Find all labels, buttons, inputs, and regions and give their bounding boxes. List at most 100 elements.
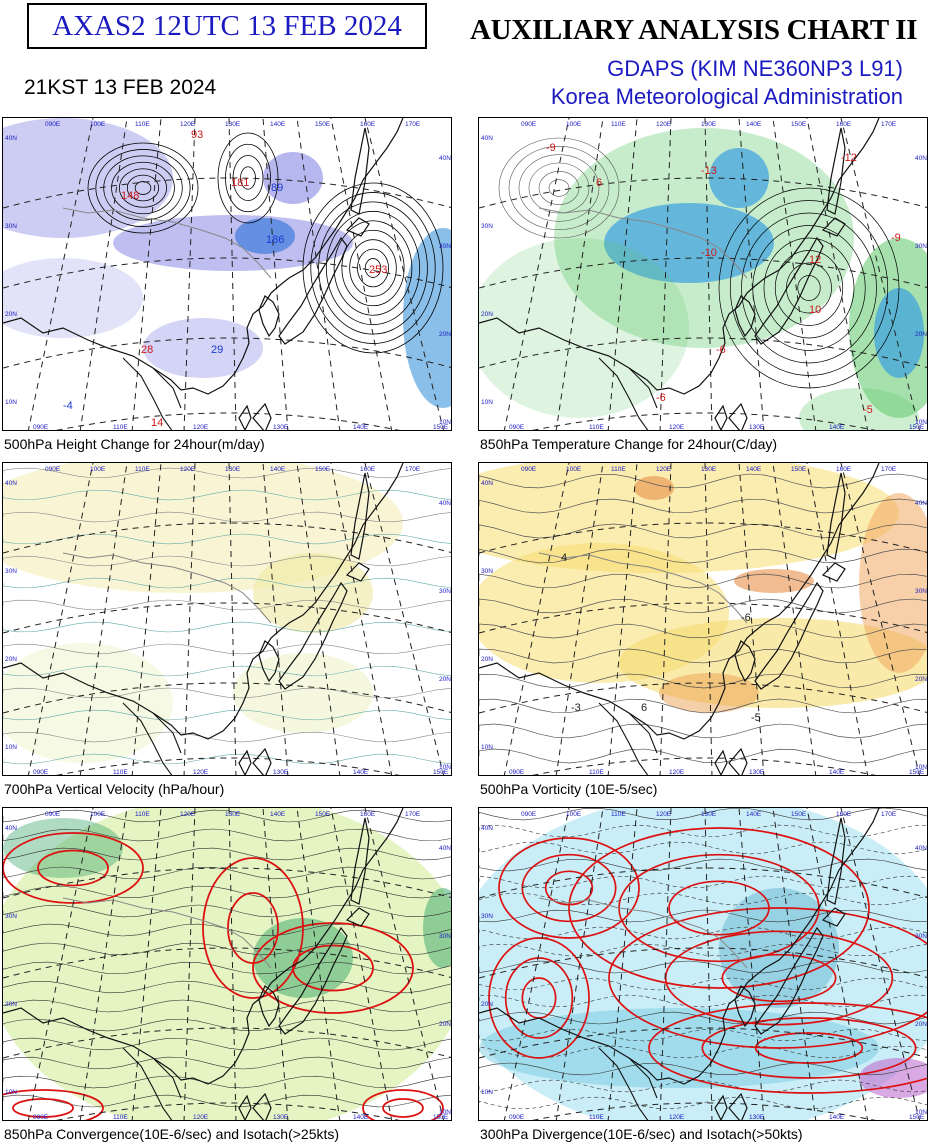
grid-label-top: 100E: [566, 466, 582, 473]
chart-code-title: AXAS2 12UTC 13 FEB 2024: [52, 9, 402, 42]
grid-label-left: 30N: [481, 568, 493, 575]
grid-label-bottom: 090E: [509, 424, 525, 431]
contour-value-label: -10: [701, 247, 717, 259]
grid-label-top: 090E: [45, 121, 61, 128]
map-panel-850hpa-temperature-change: 090E 100E 110E 120E 130E 140E 150E 160E 170E 090E…: [478, 117, 928, 431]
contour-value-label: 14: [151, 417, 163, 429]
grid-label-left: 10N: [5, 744, 17, 751]
grid-label-top: 140E: [270, 811, 286, 818]
map-panel-700hpa-vertical-velocity: 090E 100E 110E 120E 130E 140E 150E 160E 170E 090E…: [2, 462, 452, 776]
grid-label-right: 20N: [915, 676, 927, 683]
grid-label-right: 20N: [439, 676, 451, 683]
chart-title: AUXILIARY ANALYSIS CHART II: [470, 14, 918, 46]
grid-label-bottom: 090E: [33, 424, 49, 431]
grid-label-bottom: 130E: [273, 769, 289, 776]
grid-label-bottom: 090E: [509, 1114, 525, 1121]
grid-label-top: 140E: [270, 466, 286, 473]
grid-label-top: 100E: [90, 811, 106, 818]
grid-label-left: 20N: [481, 656, 493, 663]
grid-label-right: 40N: [915, 155, 927, 162]
grid-label-top: 170E: [881, 121, 897, 128]
grid-label-bottom: 140E: [829, 1114, 845, 1121]
grid-label-bottom: 140E: [829, 769, 845, 776]
contour-value-label: 6: [596, 177, 602, 189]
grid-label-top: 120E: [656, 811, 672, 818]
grid-label-bottom: 140E: [353, 1114, 369, 1121]
grid-label-right: 40N: [915, 500, 927, 507]
panel-caption-temperature-change: 850hPa Temperature Change for 24hour(C/d…: [480, 436, 778, 452]
grid-label-bottom: 110E: [589, 424, 604, 431]
grid-label-top: 110E: [611, 121, 626, 128]
grid-label-bottom: 130E: [273, 1114, 289, 1121]
grid-label-bottom: 150E: [433, 424, 449, 431]
contour-value-label: 93: [191, 129, 203, 141]
panel-caption-vorticity: 500hPa Vorticity (10E-5/sec): [480, 781, 658, 797]
grid-label-right: 10N: [915, 419, 927, 426]
grid-label-top: 090E: [521, 466, 537, 473]
grid-label-left: 30N: [5, 913, 17, 920]
contour-value-label: -4: [63, 400, 73, 412]
grid-label-top: 150E: [315, 811, 331, 818]
grid-label-top: 090E: [521, 811, 537, 818]
grid-label-top: 100E: [566, 811, 582, 818]
grid-label-top: 130E: [701, 811, 717, 818]
grid-label-left: 40N: [481, 480, 493, 487]
grid-label-bottom: 140E: [829, 424, 845, 431]
contour-value-label: 148: [121, 190, 139, 202]
panel-caption-convergence: 850hPa Convergence(10E-6/sec) and Isotac…: [4, 1126, 340, 1142]
contour-value-label: -12: [841, 152, 857, 164]
contour-value-label: 181: [231, 177, 249, 189]
grid-label-bottom: 090E: [33, 1114, 49, 1121]
grid-label-bottom: 150E: [433, 769, 449, 776]
map-panel-850hpa-convergence: 090E 100E 110E 120E 130E 140E 150E 160E 170E 090E…: [2, 807, 452, 1121]
grid-label-bottom: 120E: [193, 769, 209, 776]
grid-label-bottom: 120E: [669, 424, 685, 431]
map-svg: 090E 100E 110E 120E 130E 140E 150E 160E 170E 090E…: [479, 118, 927, 431]
contour-value-label: -6: [656, 392, 666, 404]
chart-code-box: AXAS2 12UTC 13 FEB 2024: [27, 3, 427, 49]
map-svg: 090E 100E 110E 120E 130E 140E 150E 160E 170E 090E…: [3, 463, 451, 776]
map-panel-500hpa-height-change: 090E 100E 110E 120E 130E 140E 150E 160E 170E 090E…: [2, 117, 452, 431]
grid-label-top: 120E: [180, 811, 196, 818]
grid-label-top: 140E: [270, 121, 286, 128]
grid-label-top: 100E: [90, 466, 106, 473]
grid-label-right: 20N: [439, 331, 451, 338]
grid-label-right: 30N: [439, 588, 451, 595]
grid-label-bottom: 110E: [589, 1114, 604, 1121]
grid-label-left: 20N: [5, 311, 17, 318]
grid-label-right: 20N: [915, 331, 927, 338]
grid-label-right: 40N: [439, 845, 451, 852]
grid-label-left: 20N: [481, 311, 493, 318]
contour-value-label: -6: [741, 612, 751, 624]
map-svg: 090E 100E 110E 120E 130E 140E 150E 160E 170E 090E…: [3, 808, 451, 1121]
grid-label-right: 30N: [915, 588, 927, 595]
grid-label-left: 20N: [5, 1001, 17, 1008]
contour-value-label: 4: [561, 552, 567, 564]
grid-label-right: 30N: [439, 243, 451, 250]
grid-label-bottom: 140E: [353, 424, 369, 431]
grid-label-left: 30N: [5, 568, 17, 575]
grid-label-right: 30N: [915, 243, 927, 250]
grid-label-top: 170E: [405, 121, 421, 128]
grid-label-top: 170E: [881, 466, 897, 473]
agency-name: Korea Meteorological Administration: [550, 84, 903, 109]
grid-label-left: 20N: [481, 1001, 493, 1008]
grid-label-right: 30N: [915, 933, 927, 940]
grid-label-bottom: 090E: [509, 769, 525, 776]
grid-label-bottom: 130E: [749, 1114, 765, 1121]
contour-value-label: 6: [641, 702, 647, 714]
grid-label-bottom: 120E: [669, 769, 685, 776]
grid-label-top: 160E: [836, 466, 852, 473]
grid-label-bottom: 130E: [749, 769, 765, 776]
grid-label-bottom: 150E: [909, 1114, 925, 1121]
grid-label-right: 40N: [439, 500, 451, 507]
grid-label-top: 130E: [225, 466, 241, 473]
grid-label-bottom: 090E: [33, 769, 49, 776]
map-svg: 090E 100E 110E 120E 130E 140E 150E 160E 170E 090E…: [479, 808, 927, 1121]
grid-label-top: 160E: [360, 121, 376, 128]
grid-label-bottom: 140E: [353, 769, 369, 776]
grid-label-bottom: 120E: [193, 424, 209, 431]
contour-value-label: 186: [266, 234, 284, 246]
map-svg: 090E 100E 110E 120E 130E 140E 150E 160E 170E 090E…: [3, 118, 451, 431]
grid-label-top: 120E: [656, 466, 672, 473]
